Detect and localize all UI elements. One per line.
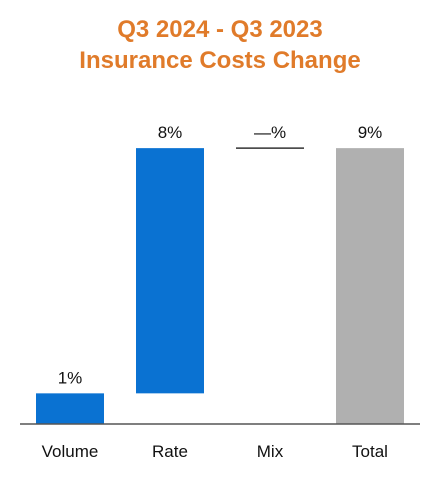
bar-total bbox=[336, 148, 404, 424]
bar-volume bbox=[36, 393, 104, 424]
chart-title: Q3 2024 - Q3 2023 Insurance Costs Change bbox=[0, 14, 440, 76]
chart-title-line-2: Insurance Costs Change bbox=[79, 47, 361, 74]
data-label-total: 9% bbox=[358, 123, 383, 142]
tick-label-volume: Volume bbox=[42, 442, 99, 461]
data-label-rate: 8% bbox=[158, 123, 183, 142]
tick-label-total: Total bbox=[352, 442, 388, 461]
tick-label-rate: Rate bbox=[152, 442, 188, 461]
data-label-volume: 1% bbox=[58, 368, 83, 387]
tick-label-mix: Mix bbox=[257, 442, 284, 461]
chart-title-line-1: Q3 2024 - Q3 2023 bbox=[117, 16, 323, 43]
data-label-mix: —% bbox=[254, 123, 286, 142]
bar-rate bbox=[136, 148, 204, 394]
